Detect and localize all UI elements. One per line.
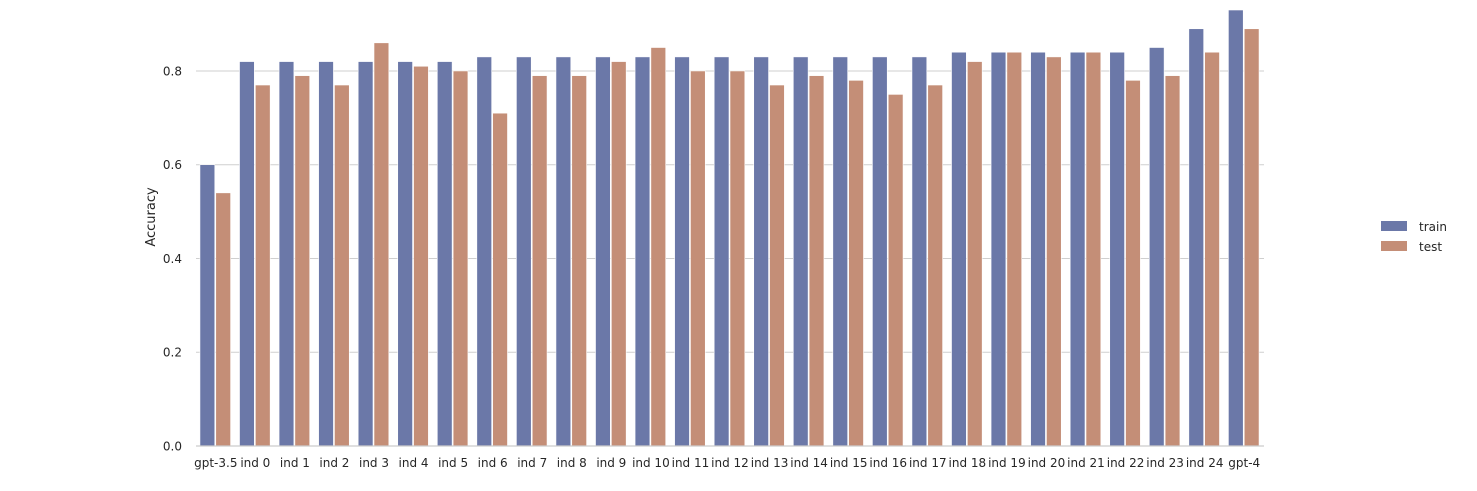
bar-test — [967, 61, 983, 447]
bar-test — [769, 84, 785, 447]
x-tick-label: ind 10 — [632, 456, 670, 470]
x-tick-label: ind 8 — [557, 456, 587, 470]
bar-train — [832, 56, 848, 447]
x-tick-label: ind 7 — [517, 456, 547, 470]
y-tick-label: 0.6 — [163, 158, 182, 172]
bar-test — [611, 61, 627, 447]
bar-train — [951, 51, 967, 447]
bar-train — [476, 56, 492, 447]
y-tick-label: 0.0 — [163, 440, 182, 454]
bar-test — [1204, 51, 1220, 447]
legend-label-test: test — [1419, 240, 1442, 254]
y-axis-label: Accuracy — [144, 187, 159, 247]
bar-test — [215, 192, 231, 447]
legend-label-train: train — [1419, 220, 1447, 234]
bar-train — [595, 56, 611, 447]
bars — [199, 9, 1260, 447]
bar-test — [1085, 51, 1102, 447]
bar-test — [255, 84, 271, 447]
bar-test — [452, 70, 469, 447]
bar-train — [1069, 51, 1086, 447]
bar-test — [927, 84, 943, 447]
bar-test — [690, 70, 706, 447]
bar-train — [516, 56, 532, 447]
y-tick-label: 0.2 — [163, 346, 182, 360]
bar-test — [373, 42, 390, 447]
bar-train — [1148, 47, 1165, 447]
x-tick-label: ind 18 — [949, 456, 987, 470]
bar-train — [713, 56, 730, 447]
bar-test — [413, 65, 429, 447]
x-tick-label: ind 2 — [319, 456, 349, 470]
bar-test — [571, 75, 587, 447]
bar-train — [318, 61, 334, 447]
x-tick-label: ind 17 — [909, 456, 947, 470]
bar-train — [753, 56, 769, 447]
bar-test — [492, 112, 508, 447]
x-tick-label: ind 12 — [711, 456, 749, 470]
bar-train — [990, 51, 1007, 447]
bar-test — [531, 75, 548, 447]
bar-train — [436, 61, 453, 447]
x-tick-label: ind 14 — [790, 456, 828, 470]
bar-test — [1046, 56, 1062, 447]
bar-train — [634, 56, 651, 447]
bar-test — [808, 75, 825, 447]
bar-test — [294, 75, 311, 447]
x-tick-label: ind 9 — [596, 456, 626, 470]
bar-test — [887, 94, 904, 447]
bar-test — [729, 70, 746, 447]
x-tick-label: ind 6 — [478, 456, 508, 470]
x-tick-label: ind 0 — [240, 456, 270, 470]
bar-train — [199, 164, 216, 447]
bar-test — [1243, 28, 1260, 447]
bar-train — [357, 61, 374, 447]
legend-swatch-train — [1381, 221, 1407, 231]
bar-test — [848, 80, 864, 447]
x-tick-label: ind 24 — [1186, 456, 1224, 470]
bar-train — [872, 56, 888, 447]
bar-train — [239, 61, 255, 447]
x-tick-label: ind 20 — [1028, 456, 1066, 470]
bar-train — [792, 56, 809, 447]
x-tick-label: gpt-3.5 — [194, 456, 237, 470]
bar-test — [1125, 80, 1141, 447]
x-tick-label: ind 23 — [1146, 456, 1184, 470]
bar-train — [1228, 9, 1244, 447]
y-tick-label: 0.4 — [163, 252, 182, 266]
legend-swatch-test — [1381, 241, 1407, 251]
bar-train — [1030, 51, 1046, 447]
bar-train — [555, 56, 572, 447]
x-tick-label: ind 11 — [672, 456, 710, 470]
x-tick-label: ind 4 — [399, 456, 429, 470]
y-tick-label: 0.8 — [163, 64, 182, 78]
axes: 0.0 0.2 0.4 0.6 0.8 gpt-3.5 ind 0 ind 1 ind 2 ind… — [163, 64, 1264, 470]
x-tick-label: gpt-4 — [1228, 456, 1260, 470]
x-tick-label: ind 15 — [830, 456, 868, 470]
x-tick-label: ind 1 — [280, 456, 310, 470]
bar-train — [1188, 28, 1204, 447]
x-tick-label: ind 19 — [988, 456, 1026, 470]
x-tick-label: ind 16 — [869, 456, 907, 470]
x-tick-label: ind 21 — [1067, 456, 1105, 470]
x-tick-label: ind 5 — [438, 456, 468, 470]
x-tick-label: ind 13 — [751, 456, 789, 470]
bar-test — [1006, 51, 1023, 447]
bar-train — [1109, 51, 1125, 447]
bar-train — [397, 61, 413, 447]
x-tick-label: ind 3 — [359, 456, 389, 470]
bar-test — [1164, 75, 1181, 447]
bar-train — [674, 56, 690, 447]
bar-train — [278, 61, 295, 447]
x-tick-label: ind 22 — [1107, 456, 1145, 470]
bar-train — [911, 56, 928, 447]
bar-test — [650, 47, 667, 447]
bar-test — [334, 84, 350, 447]
legend: train test — [1381, 220, 1447, 254]
